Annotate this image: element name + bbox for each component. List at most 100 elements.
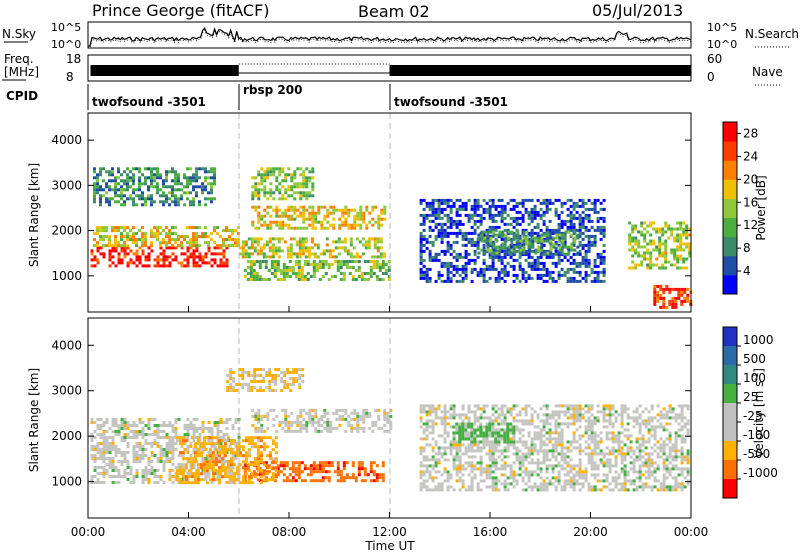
cell-7	[491, 219, 495, 223]
cell-2	[303, 464, 307, 468]
cell-5	[554, 437, 558, 441]
cell-1	[389, 423, 393, 427]
cell-3	[338, 208, 342, 212]
cell-5	[204, 176, 207, 180]
cell-7	[503, 252, 507, 256]
cell-1	[253, 249, 257, 253]
cell-7	[422, 234, 426, 238]
cell-5	[539, 485, 543, 489]
cell-1	[274, 249, 278, 253]
cell-7	[545, 210, 549, 214]
cell-5	[129, 176, 132, 180]
cell-4	[262, 368, 266, 371]
cell-5	[144, 182, 147, 186]
cell-7	[575, 270, 579, 274]
cell-4	[256, 374, 260, 377]
cell-5	[554, 446, 558, 450]
cell-2	[336, 464, 340, 468]
cell-5	[147, 176, 150, 180]
cell-7	[536, 276, 540, 280]
cell-2	[129, 238, 132, 242]
cell-5	[180, 188, 183, 192]
cell-0	[129, 469, 133, 472]
cell-5	[440, 416, 444, 420]
cell-4	[292, 368, 296, 371]
cell-5	[494, 464, 498, 468]
cell-9	[631, 260, 635, 264]
cell-5	[500, 452, 504, 456]
cell-7	[425, 204, 429, 208]
cell-2	[267, 464, 271, 468]
cell-4	[387, 260, 391, 263]
cell-4	[351, 260, 355, 263]
cell-6	[293, 197, 297, 201]
cell-3	[184, 481, 188, 485]
cell-5	[213, 179, 216, 183]
cell-0	[99, 481, 103, 484]
cell-7	[458, 279, 462, 283]
cell-5	[458, 479, 462, 483]
cell-0	[93, 457, 97, 460]
cell-3	[229, 457, 233, 461]
cell-0	[195, 430, 199, 433]
cell-7	[530, 228, 534, 232]
cell-5	[491, 428, 495, 432]
cell-5	[479, 473, 483, 477]
cell-7	[449, 246, 453, 250]
cell-4	[333, 260, 337, 263]
cell-1	[340, 246, 344, 250]
cell-7	[518, 234, 522, 238]
nsky-label: N.Sky	[2, 27, 36, 41]
cell-2	[216, 232, 219, 236]
cell-9	[679, 239, 683, 243]
cell-7	[584, 273, 588, 277]
cell-0	[192, 466, 196, 469]
cell-1	[331, 240, 335, 244]
cell-5	[108, 173, 111, 177]
cell-0	[171, 454, 175, 457]
cell-5	[575, 428, 579, 432]
cell-3	[190, 460, 194, 464]
cell-3	[223, 454, 227, 458]
cell-0	[177, 463, 181, 466]
cell-5	[485, 416, 489, 420]
cell-7	[458, 252, 462, 256]
cell-9	[655, 263, 659, 267]
cell-1	[277, 246, 281, 250]
cell-1	[281, 408, 285, 412]
cell-2	[183, 238, 186, 242]
cell-9	[643, 245, 647, 249]
cell-5	[521, 422, 525, 426]
cell-10	[662, 302, 666, 306]
cell-7	[497, 213, 501, 217]
cell-3	[241, 454, 245, 458]
cell-9	[634, 263, 638, 267]
cell-5	[470, 437, 474, 441]
cell-3	[220, 445, 224, 449]
cell-0	[108, 436, 112, 439]
cell-0	[192, 427, 196, 430]
cell-7	[560, 231, 564, 235]
cell-5	[545, 482, 549, 486]
cell-7	[599, 255, 603, 259]
cell-1	[260, 417, 264, 421]
cell-5	[509, 413, 513, 417]
cell-2	[279, 464, 283, 468]
cell-9	[637, 239, 641, 243]
cell-4	[354, 278, 358, 281]
cell-0	[201, 448, 205, 451]
cell-0	[228, 418, 232, 421]
cell-0	[186, 448, 190, 451]
cell-7	[446, 240, 450, 244]
cell-1	[380, 426, 384, 430]
cell-4	[339, 278, 343, 281]
cell-0	[114, 454, 118, 457]
cell-4	[333, 275, 337, 278]
cell-0	[159, 258, 163, 262]
cell-2	[288, 479, 292, 483]
cell-1	[382, 252, 386, 256]
cell-7	[566, 219, 570, 223]
cell-7	[515, 201, 519, 205]
cell-5	[156, 170, 159, 174]
cell-3	[256, 439, 260, 443]
